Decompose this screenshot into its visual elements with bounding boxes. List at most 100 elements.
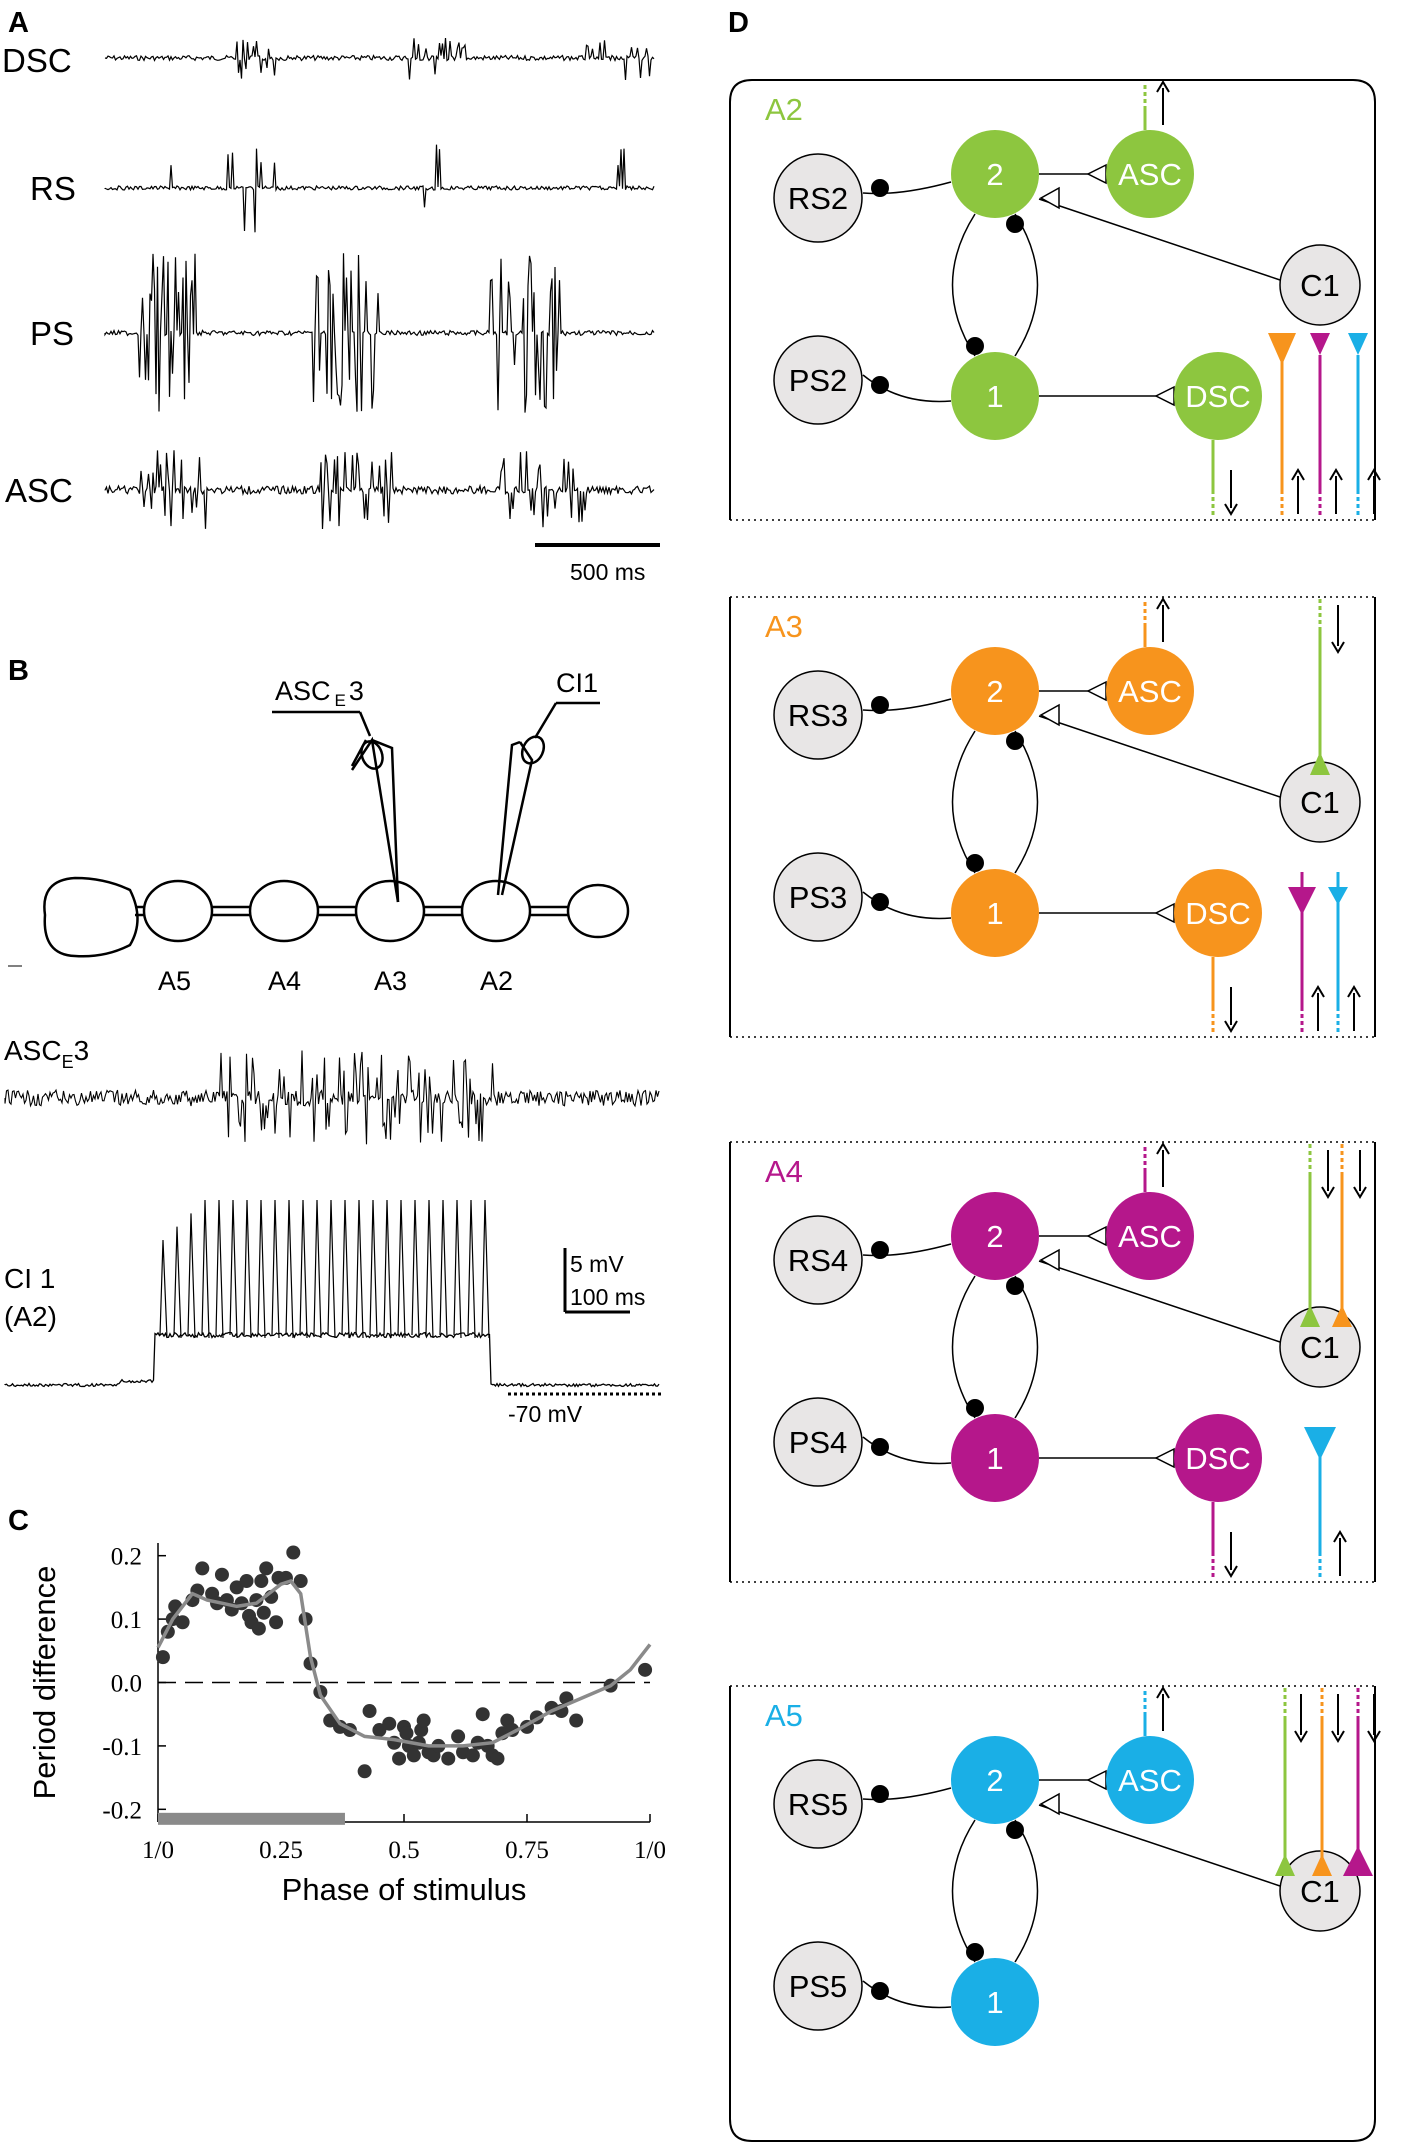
- interneuron-1: [951, 1414, 1039, 1502]
- asc-node-label: ASC: [1118, 1763, 1182, 1798]
- inhibitory-synapse-dot: [966, 1943, 984, 1961]
- network-box: [729, 1686, 1376, 2142]
- panel-label-d: D: [728, 7, 749, 39]
- ps-node-label: PS4: [789, 1425, 848, 1460]
- trace-ci1: [4, 1331, 660, 1388]
- network-box: [729, 79, 1376, 520]
- inhibitory-synapse-dot: [966, 854, 984, 872]
- trace-rs: [104, 144, 655, 233]
- asc-node-label: ASC: [1118, 157, 1182, 192]
- interneuron-1: [951, 352, 1039, 440]
- dsc-node: [1174, 869, 1262, 957]
- arrow-up-icon: [1367, 468, 1381, 481]
- arrow-up-icon: [1329, 468, 1343, 481]
- electrode-asc-tip: [360, 740, 384, 770]
- data-point: [293, 1574, 308, 1589]
- asc-node: [1106, 1736, 1194, 1824]
- rs-node-label: RS4: [788, 1243, 848, 1278]
- y-tick-label: -0.1: [102, 1734, 142, 1761]
- segment-label-a4: A4: [268, 966, 301, 996]
- inhibitory-synapse-dot: [871, 179, 889, 197]
- segment-label-a2: A2: [480, 966, 513, 996]
- interneuron-2: [951, 1192, 1039, 1280]
- synapse-triangle: [1312, 1854, 1332, 1876]
- data-point: [465, 1748, 480, 1763]
- x-axis-title: Phase of stimulus: [282, 1872, 527, 1907]
- arrow-down-icon: [1224, 1565, 1238, 1578]
- arrow-up-icon: [1311, 985, 1325, 998]
- interneuron-1-label: 1: [986, 896, 1003, 931]
- trace-label-asc: ASC: [5, 472, 73, 509]
- dsc-node-label: DSC: [1185, 379, 1250, 414]
- trace-dsc: [104, 38, 655, 80]
- interneuron-1-label: 1: [986, 1441, 1003, 1476]
- synapse-triangle: [1288, 887, 1316, 915]
- phase-response-chart: 0.20.10.0-0.1-0.21/0 0.25 0.5 0.75 1/0Phase …: [27, 1543, 666, 1907]
- excitatory-synapse-triangle: [1154, 1447, 1175, 1469]
- interneuron-1: [951, 869, 1039, 957]
- data-point: [251, 1621, 266, 1636]
- ci1-spike: [215, 1199, 224, 1339]
- asce3-trace-label-num: 3: [74, 1035, 90, 1066]
- dsc-node-label: DSC: [1185, 896, 1250, 931]
- excitatory-synapse-triangle: [1086, 163, 1107, 185]
- data-point: [269, 1615, 284, 1630]
- synapse-triangle: [1310, 752, 1330, 775]
- ci1-spike: [271, 1199, 280, 1339]
- ci1-spike: [257, 1199, 266, 1339]
- arrow-up-icon: [1156, 1686, 1170, 1699]
- asc-node: [1106, 1192, 1194, 1280]
- interneuron-2-label: 2: [986, 1763, 1003, 1798]
- c1-node-label: C1: [1300, 1874, 1340, 1909]
- c1-node: [1279, 1850, 1361, 1932]
- x-tick-label: 1/0: [634, 1837, 666, 1864]
- arrow-up-icon: [1291, 468, 1305, 481]
- ci1-spike: [369, 1199, 378, 1339]
- rs-node: [773, 670, 863, 760]
- asc-node-label: ASC: [1118, 1219, 1182, 1254]
- network-a2: A2 RS2 PS2 2 1 ASC DSC C1: [729, 79, 1376, 521]
- network-a5: A5 RS5 PS5 2 1 ASC C1: [729, 1685, 1376, 2142]
- trace-asc: [104, 450, 655, 530]
- panel-label-b: B: [8, 655, 29, 687]
- ps-node: [773, 1941, 863, 2031]
- data-point: [357, 1764, 372, 1779]
- excitatory-synapse-triangle: [1154, 902, 1175, 924]
- ci1-trace-label-1: CI 1: [4, 1263, 55, 1294]
- panel-label-c: C: [8, 1505, 29, 1537]
- ps-node: [773, 852, 863, 942]
- asc-node-label: ASC: [1118, 674, 1182, 709]
- electrode-asc-label-num: 3: [349, 676, 364, 706]
- x-tick-label: 0.5: [388, 1837, 419, 1864]
- ci1-spike: [355, 1199, 364, 1339]
- rs-node: [773, 153, 863, 243]
- panel-a-traces: DSC RS PS ASC 500 ms: [2, 38, 660, 585]
- network-a3: A3 RS3 PS3 2 1 ASC DSC C1: [729, 596, 1376, 1038]
- data-point: [155, 1650, 170, 1665]
- rs-node: [773, 1215, 863, 1305]
- asc-node: [1106, 130, 1194, 218]
- interneuron-2: [951, 130, 1039, 218]
- inhibitory-synapse-dot: [871, 1241, 889, 1259]
- synapse-triangle: [1332, 1305, 1352, 1327]
- synapse-triangle: [1268, 333, 1296, 365]
- interneuron-2-label: 2: [986, 157, 1003, 192]
- ci1-spike: [341, 1199, 350, 1339]
- segment-label: A3: [765, 609, 803, 644]
- synapse-triangle: [1304, 1427, 1336, 1460]
- data-point: [239, 1574, 254, 1589]
- data-point: [441, 1751, 456, 1766]
- inhibitory-synapse-dot: [871, 696, 889, 714]
- ci1-spike: [327, 1199, 336, 1339]
- synapse-triangle: [1300, 1305, 1320, 1327]
- arrow-down-icon: [1321, 1186, 1335, 1199]
- excitatory-synapse-triangle: [1039, 1792, 1060, 1816]
- inhibitory-synapse-dot: [871, 376, 889, 394]
- ci1-spike: [243, 1199, 252, 1339]
- dsc-node: [1174, 1414, 1262, 1502]
- data-point: [399, 1726, 414, 1741]
- trace-asce3: [4, 1050, 660, 1145]
- inhibitory-synapse-dot: [871, 893, 889, 911]
- ps-node-label: PS2: [789, 363, 848, 398]
- asce3-trace-label-main: ASC: [4, 1035, 62, 1066]
